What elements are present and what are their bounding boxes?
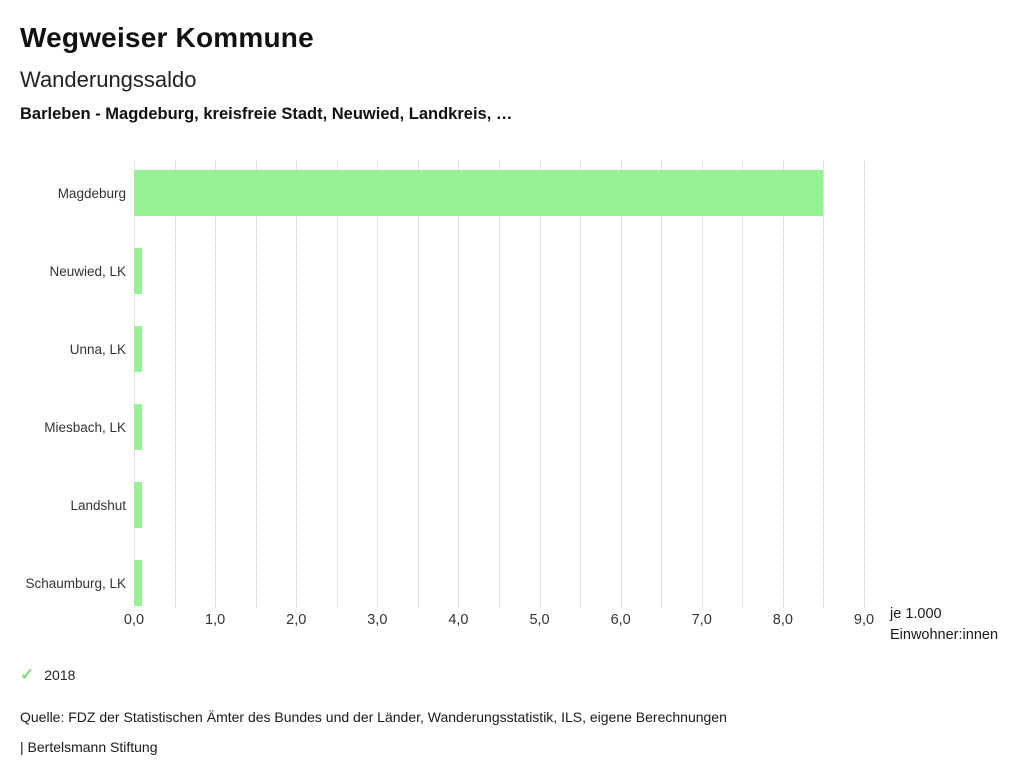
x-axis-tick-label: 3,0 — [367, 612, 388, 628]
selection-subtitle: Barleben - Magdeburg, kreisfreie Stadt, … — [20, 105, 513, 123]
gridline — [620, 161, 622, 608]
gridline — [296, 161, 298, 608]
bar-neuwied-lk[interactable] — [134, 248, 143, 294]
x-axis-tick-label: 7,0 — [691, 612, 712, 628]
gridline — [499, 161, 500, 608]
y-axis-label: Magdeburg — [57, 185, 126, 201]
y-axis-label: Miesbach, LK — [44, 419, 126, 435]
axis-unit-label: je 1.000 Einwohner:innen — [890, 604, 998, 646]
legend-year-label: 2018 — [44, 666, 76, 683]
y-axis-label: Landshut — [70, 497, 126, 513]
app-title: Wegweiser Kommune — [20, 22, 314, 53]
gridline — [255, 161, 257, 608]
gridline — [458, 161, 460, 608]
y-axis-label: Schaumburg, LK — [25, 575, 126, 591]
gridline — [377, 161, 379, 608]
bar-row-neuwied-lk — [134, 248, 864, 294]
indicator-title: Wanderungssaldo — [20, 67, 197, 92]
x-axis-tick-label: 5,0 — [529, 612, 550, 628]
x-axis-tick-label: 6,0 — [610, 612, 631, 628]
checkmark-icon: ✓ — [20, 665, 35, 684]
bar-row-magdeburg — [134, 170, 864, 216]
y-axis-label: Neuwied, LK — [49, 263, 126, 279]
x-axis-tick-label: 8,0 — [772, 612, 793, 628]
gridline — [134, 161, 135, 608]
bar-miesbach-lk[interactable] — [134, 404, 143, 450]
bar-row-unna-lk — [134, 326, 864, 372]
gridline — [782, 161, 784, 608]
gridline — [701, 161, 703, 608]
x-axis-tick-label: 9,0 — [853, 612, 875, 628]
bar-row-landshut — [134, 482, 864, 528]
bar-unna-lk[interactable] — [134, 326, 143, 372]
x-axis-tick-label: 1,0 — [205, 612, 226, 628]
x-axis-tick-label: 4,0 — [448, 612, 469, 628]
gridline — [174, 161, 176, 608]
gridline — [823, 161, 825, 608]
x-axis-tick-label: 0,0 — [123, 612, 145, 628]
gridline — [742, 161, 744, 608]
bar-row-miesbach-lk — [134, 404, 864, 450]
attribution: | Bertelsmann Stiftung — [20, 739, 158, 755]
gridline — [336, 161, 338, 608]
gridline — [215, 161, 217, 608]
bar-row-schaumburg-lk — [134, 560, 864, 606]
axis-unit-line1: je 1.000 — [890, 606, 942, 622]
bar-landshut[interactable] — [134, 482, 143, 528]
gridline — [417, 161, 419, 608]
legend-year-toggle[interactable]: ✓ 2018 — [20, 666, 75, 683]
bar-magdeburg[interactable] — [134, 170, 824, 216]
gridline — [864, 161, 865, 608]
gridline — [539, 161, 541, 608]
bar-chart-plot-area — [134, 161, 865, 608]
gridline — [580, 161, 582, 608]
x-axis-tick-label: 2,0 — [286, 612, 307, 628]
gridline — [661, 161, 663, 608]
y-axis-label: Unna, LK — [69, 341, 126, 357]
bar-schaumburg-lk[interactable] — [134, 560, 143, 606]
source-note: Quelle: FDZ der Statistischen Ämter des … — [20, 709, 727, 725]
axis-unit-line2: Einwohner:innen — [890, 627, 999, 643]
